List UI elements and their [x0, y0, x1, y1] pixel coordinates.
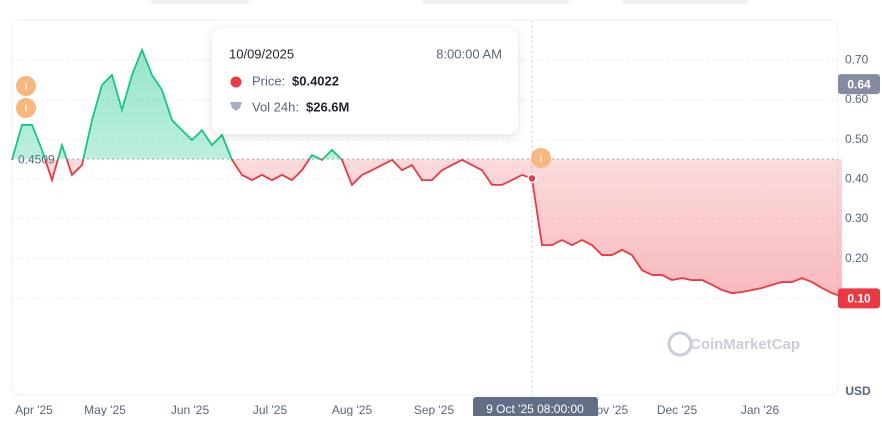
tooltip-volume-icon — [230, 102, 242, 111]
x-tick-label: Jan '26 — [741, 403, 780, 416]
top-tab — [420, 0, 570, 4]
last-badge — [838, 288, 880, 309]
event-icon-text: i — [25, 103, 27, 115]
price-line-down — [11, 159, 843, 298]
watermark: CoinMarketCap — [690, 336, 800, 353]
x-tick-label: Jun '25 — [171, 403, 210, 416]
x-tick-label: Apr '25 — [15, 403, 53, 416]
x-tick-label: May '25 — [84, 403, 126, 416]
high-badge — [838, 74, 880, 95]
y-tick-label: 0.70 — [845, 52, 869, 66]
price-line-up — [11, 47, 463, 160]
high-badge-label: 0.64 — [847, 77, 871, 91]
x-tick-label: Jul '25 — [253, 403, 288, 416]
crosshair-x-label: 9 Oct '25 08:00:00 — [486, 402, 584, 416]
top-tab — [150, 0, 250, 4]
area-up — [12, 49, 842, 160]
last-badge-label: 0.10 — [847, 291, 871, 305]
tooltip-price: $0.4022 — [292, 73, 339, 88]
tooltip-price-label: Price: — [252, 73, 285, 88]
x-tick-label: Aug '25 — [332, 403, 373, 416]
hover-point — [527, 173, 537, 184]
watermark-logo — [667, 331, 693, 357]
tooltip-volume-label: Vol 24h: — [252, 99, 299, 114]
event-icon — [16, 76, 36, 96]
x-tick-label: Dec '25 — [657, 403, 698, 416]
event-icon — [531, 148, 551, 168]
currency-label: USD — [845, 384, 871, 398]
event-icon-text: i — [25, 81, 27, 93]
y-tick-label: 0.20 — [845, 251, 869, 265]
tooltip-price-dot — [230, 76, 242, 88]
y-tick-label: 0.50 — [845, 132, 869, 146]
tooltip-time: 8:00:00 AM — [436, 46, 502, 61]
y-tick-label: 0.40 — [845, 171, 869, 185]
tooltip — [212, 28, 518, 134]
y-tick-label: 0.30 — [845, 211, 869, 225]
y-tick-label: 0.60 — [845, 92, 869, 106]
crosshair-x-label-bg — [473, 397, 598, 419]
tooltip-date: 10/09/2025 — [229, 46, 294, 61]
top-tab — [620, 0, 750, 4]
x-tick-label: Nov '25 — [588, 403, 629, 416]
tooltip-volume: $26.6M — [306, 99, 349, 114]
area-down — [12, 159, 842, 297]
event-icon — [16, 98, 36, 118]
event-icon-text: i — [540, 153, 542, 165]
x-tick-label: Sep '25 — [414, 403, 455, 416]
